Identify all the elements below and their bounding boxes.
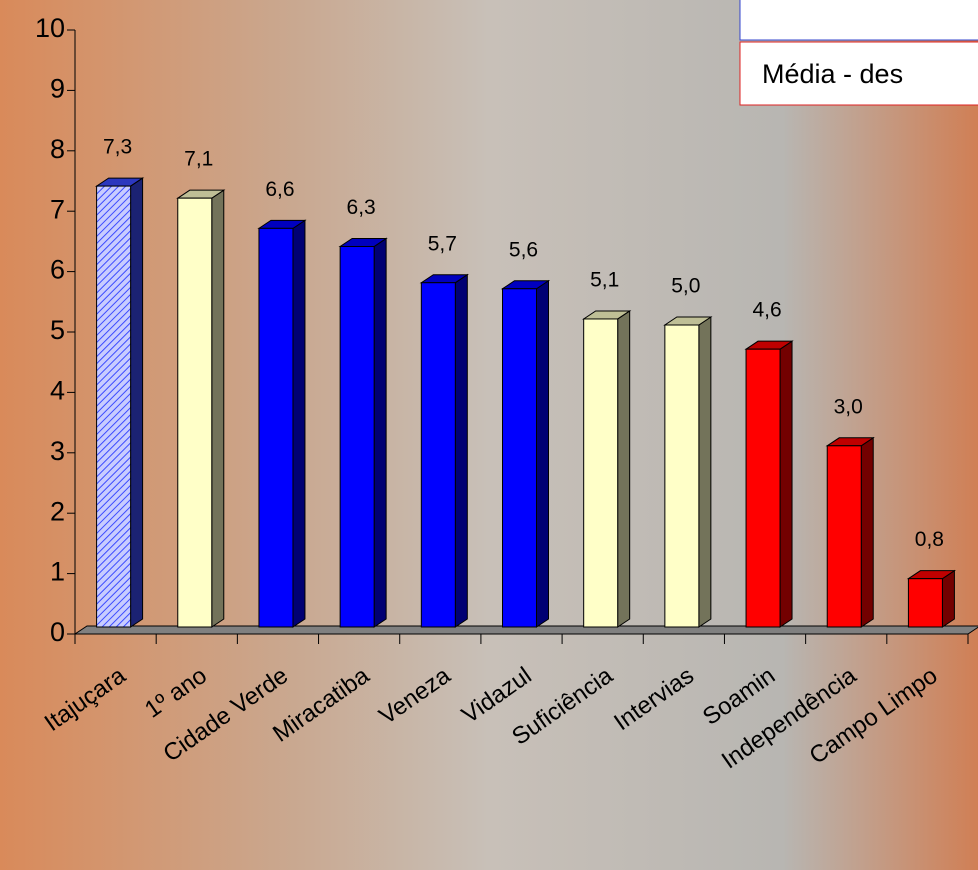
floor	[73, 625, 978, 635]
bar	[583, 318, 619, 628]
y-tick-label: 2	[50, 496, 65, 526]
y-tick-label: 0	[50, 617, 65, 647]
bar	[664, 324, 700, 628]
bar	[339, 245, 375, 628]
value-label: 5,1	[590, 269, 619, 292]
bar	[502, 288, 537, 628]
bar-side	[860, 436, 874, 628]
value-label: 6,3	[347, 196, 376, 219]
y-tick-label: 3	[50, 436, 65, 466]
y-tick-label: 4	[50, 376, 65, 406]
value-label: 5,7	[428, 232, 457, 255]
bar-side	[698, 316, 712, 628]
legend-box-top	[739, 0, 978, 41]
bar-side	[779, 340, 793, 628]
legend-text: Média - des	[762, 59, 903, 89]
bar	[258, 227, 294, 628]
y-tick-label: 6	[50, 255, 65, 285]
value-label: 6,6	[265, 178, 294, 201]
bar-side	[536, 279, 549, 628]
value-label: 3,0	[834, 395, 863, 418]
bar	[745, 348, 781, 628]
bar-side	[130, 177, 144, 628]
bar-side	[617, 310, 631, 628]
bar	[907, 578, 943, 628]
bar-side	[373, 237, 387, 628]
y-tick-label: 10	[35, 13, 65, 43]
bar-side	[292, 219, 306, 628]
bar	[177, 197, 213, 628]
value-label: 7,3	[103, 136, 132, 159]
value-label: 0,8	[915, 528, 944, 551]
value-label: 5,6	[509, 238, 538, 261]
bar	[420, 282, 456, 628]
bar-side	[941, 569, 955, 628]
legend-box	[739, 41, 978, 106]
bar-side	[211, 189, 225, 628]
y-tick-label: 1	[50, 557, 65, 587]
bar-side	[454, 273, 468, 628]
y-tick-label: 8	[50, 134, 65, 164]
value-label: 7,1	[184, 148, 213, 171]
value-label: 5,0	[671, 275, 700, 298]
bar	[96, 185, 132, 628]
y-tick-label: 9	[50, 74, 65, 104]
y-tick-label: 7	[50, 194, 65, 224]
value-label: 4,6	[752, 299, 781, 322]
y-tick-label: 5	[50, 315, 65, 345]
bar	[826, 445, 862, 628]
